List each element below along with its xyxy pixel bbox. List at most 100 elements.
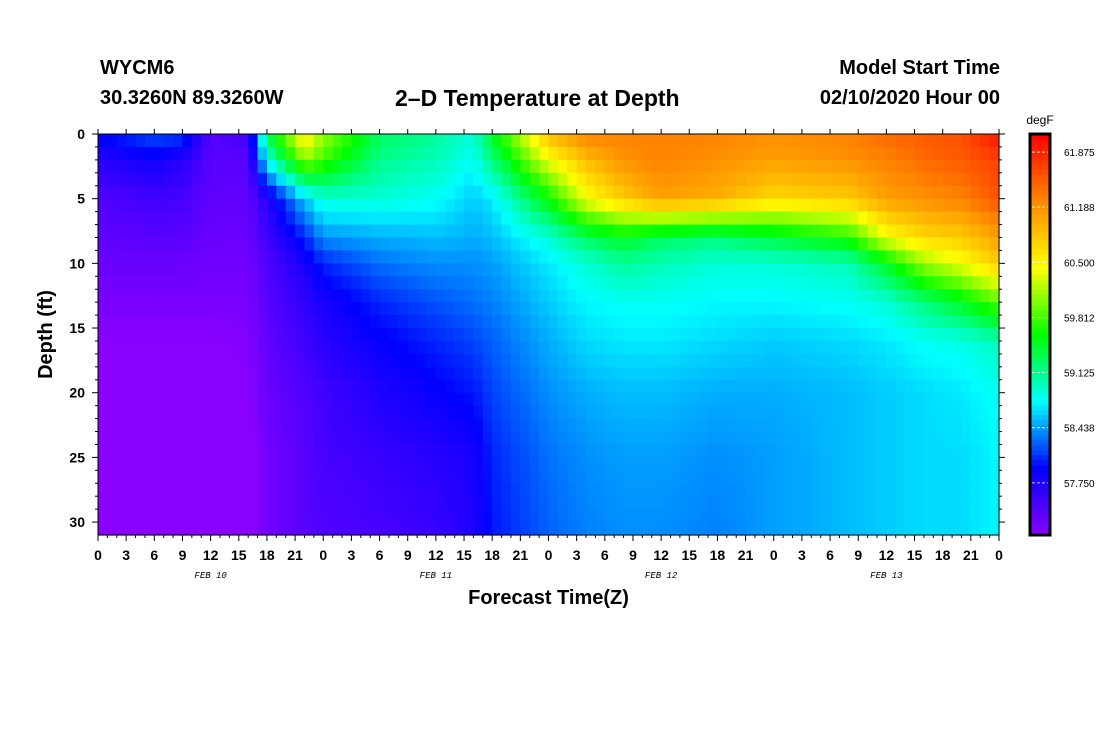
heatmap-cell (820, 483, 831, 497)
heatmap-cell (454, 444, 465, 458)
heatmap-cell (942, 496, 953, 510)
heatmap-cell (679, 185, 690, 200)
heatmap-cell (905, 366, 916, 381)
heatmap-cell (510, 392, 521, 407)
heatmap-cell (736, 289, 747, 303)
heatmap-cell (248, 496, 259, 510)
heatmap-cell (754, 146, 765, 161)
heatmap-cell (229, 418, 240, 433)
heatmap-cell (952, 211, 963, 226)
heatmap-cell (98, 366, 108, 381)
heatmap-cell (764, 276, 775, 290)
heatmap-cell (182, 224, 193, 239)
heatmap-cell (454, 379, 465, 394)
heatmap-cell (182, 444, 193, 458)
heatmap-cell (520, 172, 531, 187)
heatmap-cell (726, 276, 737, 290)
heatmap-cell (970, 405, 981, 420)
heatmap-cell (567, 250, 578, 264)
heatmap-cell (933, 340, 944, 355)
heatmap-cell (201, 134, 212, 148)
heatmap-cell (942, 159, 953, 174)
heatmap-cell (820, 315, 831, 329)
heatmap-cell (867, 522, 878, 536)
heatmap-cell (210, 172, 221, 187)
heatmap-cell (586, 250, 597, 264)
heatmap-cell (454, 224, 465, 239)
colorbar-segment (1030, 399, 1050, 406)
heatmap-cell (135, 483, 146, 497)
heatmap-cell (154, 159, 165, 174)
heatmap-cell (801, 483, 812, 497)
heatmap-cell (229, 509, 240, 523)
heatmap-cell (379, 340, 390, 355)
heatmap-cell (210, 146, 221, 161)
heatmap-cell (623, 185, 634, 200)
heatmap-cell (830, 302, 841, 316)
heatmap-cell (867, 405, 878, 420)
heatmap-cell (670, 457, 681, 471)
heatmap-cell (163, 457, 174, 471)
heatmap-cell (464, 483, 475, 497)
heatmap-cell (492, 211, 503, 226)
heatmap-cell (323, 146, 334, 161)
heatmap-cell (454, 263, 465, 277)
heatmap-cell (839, 470, 850, 484)
heatmap-cell (238, 353, 249, 368)
heatmap-cell (820, 328, 831, 342)
heatmap-cell (238, 379, 249, 394)
heatmap-cell (961, 340, 972, 355)
heatmap-cell (970, 185, 981, 200)
heatmap-cell (210, 522, 221, 536)
heatmap-cell (342, 198, 353, 213)
heatmap-cell (557, 198, 568, 213)
heatmap-cell (604, 418, 615, 433)
heatmap-cell (229, 146, 240, 161)
heatmap-cell (576, 496, 587, 510)
heatmap-cell (933, 315, 944, 329)
heatmap-cell (651, 302, 662, 316)
heatmap-cell (417, 263, 428, 277)
heatmap-cell (773, 250, 784, 264)
heatmap-cell (295, 172, 306, 187)
heatmap-cell (238, 457, 249, 471)
heatmap-cell (895, 146, 906, 161)
heatmap-cell (717, 392, 728, 407)
heatmap-cell (914, 328, 925, 342)
heatmap-cell (323, 418, 334, 433)
heatmap-cell (520, 483, 531, 497)
heatmap-cell (501, 483, 512, 497)
heatmap-cell (276, 379, 287, 394)
heatmap-cell (332, 366, 343, 381)
heatmap-cell (651, 263, 662, 277)
heatmap-cell (689, 366, 700, 381)
heatmap-cell (323, 353, 334, 368)
heatmap-cell (754, 289, 765, 303)
heatmap-cell (266, 431, 277, 446)
heatmap-cell (464, 172, 475, 187)
heatmap-cell (764, 353, 775, 368)
heatmap-cell (670, 444, 681, 458)
heatmap-cell (792, 315, 803, 329)
heatmap-cell (689, 185, 700, 200)
heatmap-cell (248, 276, 259, 290)
heatmap-cell (435, 496, 446, 510)
heatmap-cell (482, 379, 493, 394)
heatmap-cell (417, 457, 428, 471)
heatmap-cell (567, 328, 578, 342)
heatmap-cell (623, 379, 634, 394)
heatmap-cell (792, 198, 803, 213)
heatmap-cell (163, 353, 174, 368)
colorbar-label: 60.500 (1064, 258, 1095, 269)
heatmap-cell (895, 340, 906, 355)
heatmap-cell (614, 172, 625, 187)
heatmap-cell (191, 431, 202, 446)
heatmap-cell (567, 134, 578, 148)
heatmap-cell (248, 237, 259, 252)
heatmap-cell (201, 353, 212, 368)
heatmap-cell (942, 289, 953, 303)
heatmap-cell (548, 340, 559, 355)
heatmap-cell (905, 522, 916, 536)
heatmap-cell (689, 315, 700, 329)
heatmap-cell (163, 224, 174, 239)
